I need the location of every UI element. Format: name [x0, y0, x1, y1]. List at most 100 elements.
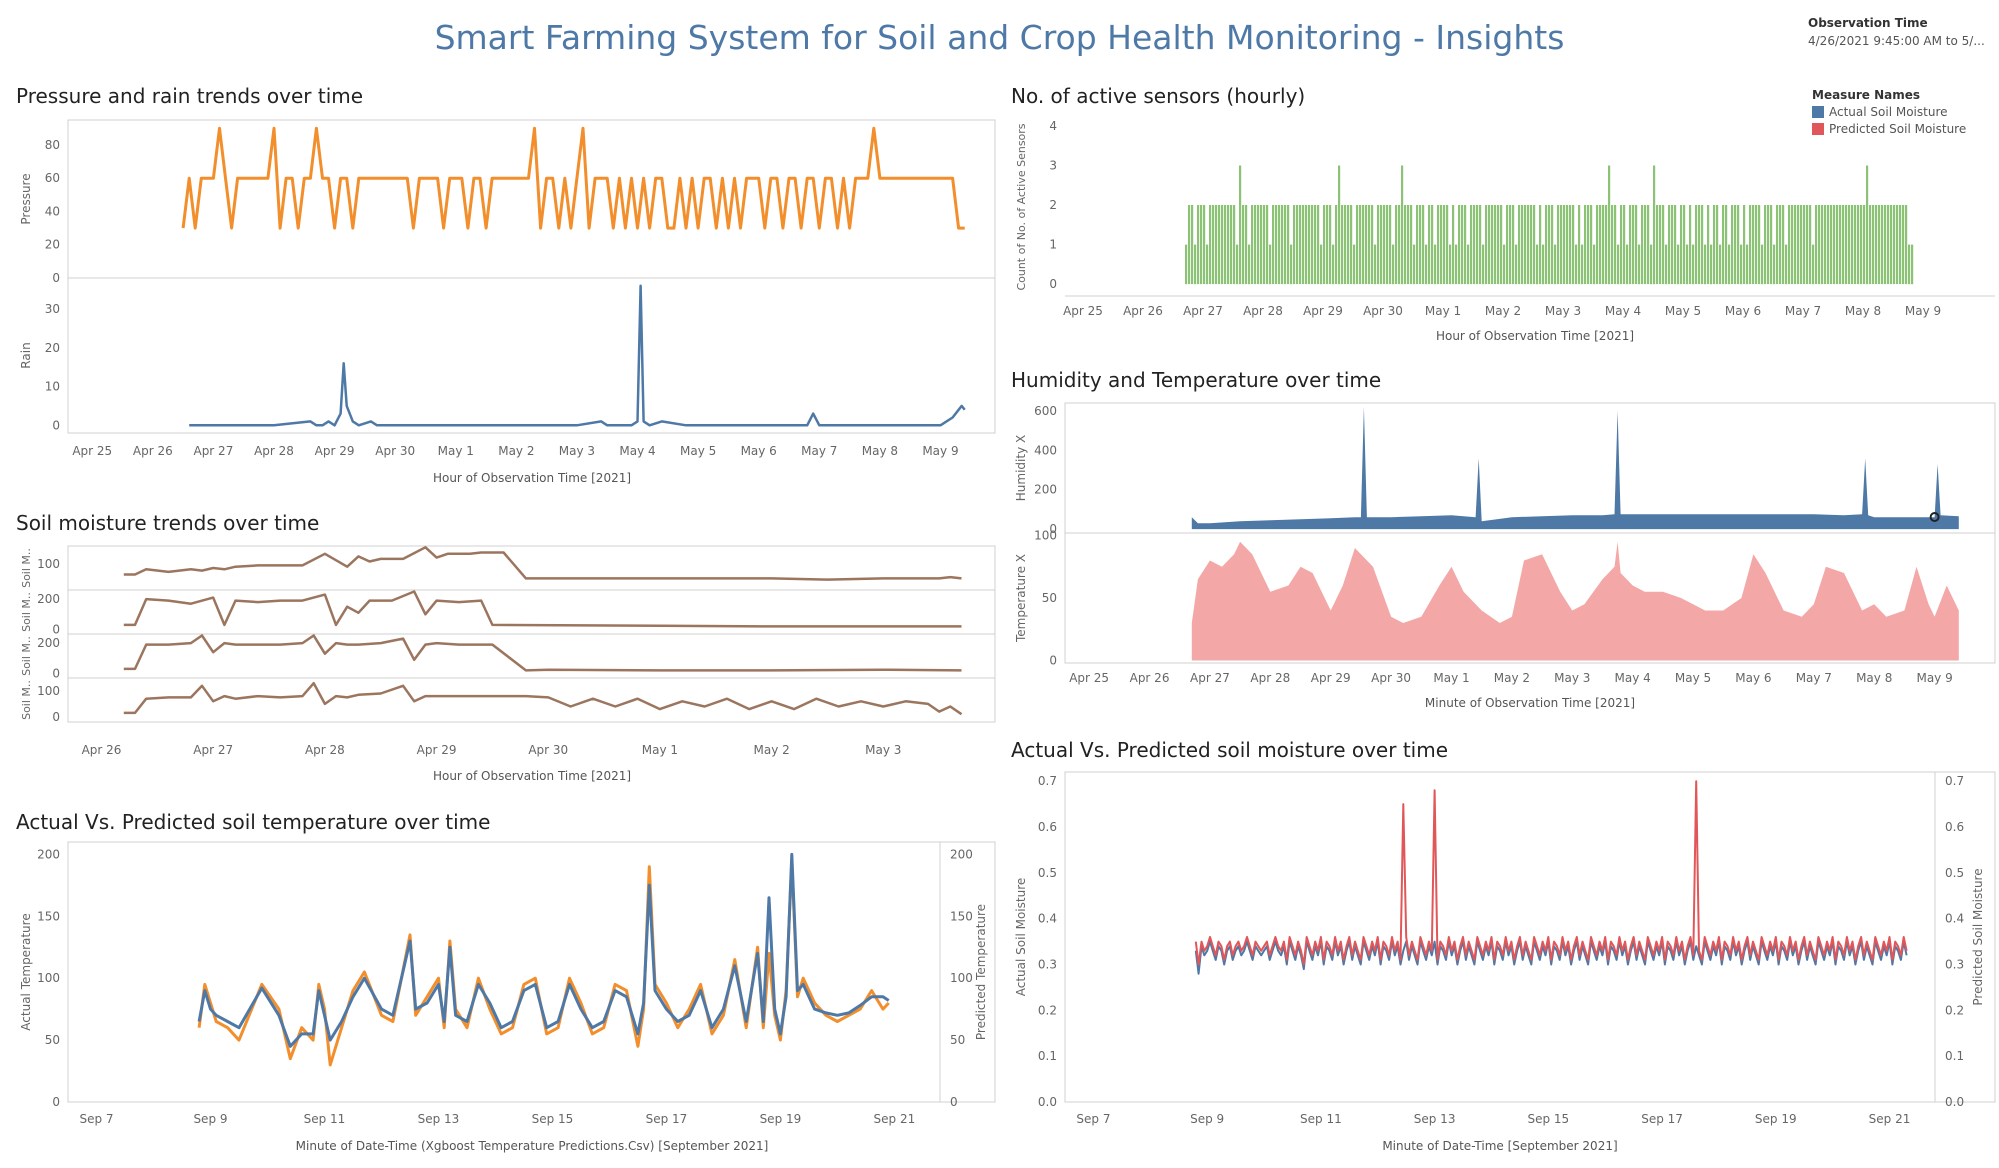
temperature-ytick-2: 100 [1034, 529, 1057, 543]
soil-moisture-pred-ytick-2: 0.2 [1038, 1003, 1057, 1017]
active-sensors-xtick-11: May 6 [1725, 304, 1761, 318]
pressure-rain-xtick-1: Apr 26 [133, 444, 173, 458]
active-sensors-bar-113 [1524, 205, 1527, 285]
active-sensors-bar-230 [1875, 205, 1878, 285]
active-sensors-bar-36 [1293, 205, 1296, 285]
active-sensors-bar-105 [1500, 205, 1503, 285]
soil-temperature-xtick-1: Sep 9 [193, 1112, 227, 1126]
soil-temperature-xtick-3: Sep 13 [418, 1112, 460, 1126]
legend-item-predicted[interactable]: Predicted Soil Moisture [1812, 122, 1966, 136]
active-sensors-bar-33 [1284, 205, 1287, 285]
pressure-ytick-0: 0 [52, 271, 60, 285]
active-sensors-bar-87 [1446, 205, 1449, 285]
active-sensors-bar-50 [1335, 205, 1338, 285]
active-sensors-bar-171 [1698, 205, 1701, 285]
soil-moisture-pred-right-ytick-7: 0.7 [1945, 774, 1964, 788]
active-sensors-bar-162 [1671, 205, 1674, 285]
pressure-rain-xtick-4: Apr 29 [315, 444, 355, 458]
observation-time-filter[interactable]: Observation Time 4/26/2021 9:45:00 AM to… [1808, 16, 1996, 48]
pressure-rain-xtick-13: May 8 [862, 444, 898, 458]
active-sensors-bar-211 [1818, 205, 1821, 285]
active-sensors-bar-29 [1272, 205, 1275, 285]
humidity-temperature-xtick-13: May 8 [1856, 671, 1892, 685]
active-sensors-bar-222 [1851, 205, 1854, 285]
active-sensors-xtick-6: May 1 [1425, 304, 1461, 318]
active-sensors-bar-137 [1596, 205, 1599, 285]
active-sensors-bar-158 [1659, 205, 1662, 285]
soil-moisture-pred-right-ytick-4: 0.4 [1945, 912, 1964, 926]
active-sensors-bar-163 [1674, 205, 1677, 285]
temperature-ytick-1: 50 [1042, 591, 1057, 605]
active-sensors-bar-235 [1890, 205, 1893, 285]
soil-temperature-xtick-4: Sep 15 [532, 1112, 574, 1126]
active-sensors-bar-27 [1266, 205, 1269, 285]
active-sensors-xtick-1: Apr 26 [1123, 304, 1163, 318]
active-sensors-bar-200 [1785, 244, 1788, 285]
soil-temperature-right-ytick-0: 0 [950, 1095, 958, 1109]
active-sensors-bar-141 [1608, 165, 1611, 285]
legend-item-actual[interactable]: Actual Soil Moisture [1812, 105, 1966, 119]
measure-legend: Measure Names Actual Soil Moisture Predi… [1812, 88, 1966, 139]
humidity-temperature-title: Humidity and Temperature over time [1011, 368, 1382, 392]
active-sensors-bar-78 [1419, 205, 1422, 285]
soil-temperature-ytick-3: 150 [37, 909, 60, 923]
soil-moisture-axis-label-3: Soil M.. [20, 680, 33, 720]
pressure-rain-xtick-7: May 2 [498, 444, 534, 458]
active-sensors-ytick-3: 3 [1049, 158, 1057, 172]
active-sensors-bar-109 [1512, 205, 1515, 285]
legend-swatch-actual [1812, 106, 1824, 118]
active-sensors-bar-174 [1707, 205, 1710, 285]
active-sensors-bar-96 [1473, 205, 1476, 285]
active-sensors-bar-108 [1509, 205, 1512, 285]
humidity-temperature-xtick-6: May 1 [1433, 671, 1469, 685]
active-sensors-bar-49 [1332, 244, 1335, 285]
active-sensors-bar-83 [1434, 244, 1437, 285]
humidity-ytick-2: 400 [1034, 443, 1057, 457]
active-sensors-bar-32 [1281, 205, 1284, 285]
soil-moisture-pred-right-ytick-2: 0.2 [1945, 1003, 1964, 1017]
active-sensors-bar-135 [1590, 205, 1593, 285]
active-sensors-bar-3 [1194, 244, 1197, 285]
active-sensors-bar-65 [1380, 205, 1383, 285]
soil-temperature-xtick-2: Sep 11 [304, 1112, 346, 1126]
pressure-rain-xtick-6: May 1 [438, 444, 474, 458]
temperature-area [1191, 541, 1959, 661]
active-sensors-xtick-8: May 3 [1545, 304, 1581, 318]
soil-moisture-pred-title: Actual Vs. Predicted soil moisture over … [1011, 738, 1449, 762]
active-sensors-bar-35 [1290, 244, 1293, 285]
humidity-temperature-xtick-4: Apr 29 [1311, 671, 1351, 685]
active-sensors-bar-80 [1425, 244, 1428, 285]
active-sensors-bar-101 [1488, 205, 1491, 285]
active-sensors-bar-7 [1206, 244, 1209, 285]
active-sensors-x-axis-label: Hour of Observation Time [2021] [1436, 329, 1634, 343]
active-sensors-bar-182 [1731, 205, 1734, 285]
active-sensors-bar-75 [1410, 205, 1413, 285]
active-sensors-bar-84 [1437, 205, 1440, 285]
temperature-axis-label: Temperature X [1014, 554, 1028, 643]
active-sensors-bar-188 [1749, 205, 1752, 285]
active-sensors-bar-149 [1632, 205, 1635, 285]
soil-moisture-pred-right-ytick-3: 0.3 [1945, 958, 1964, 972]
soil-moisture-1-ytick-1: 200 [37, 592, 60, 606]
soil-moisture-pred-right-axis-label: Predicted Soil Moisture [1971, 868, 1985, 1005]
soil-moisture-pred-xtick-5: Sep 17 [1641, 1112, 1683, 1126]
active-sensors-bar-21 [1248, 244, 1251, 285]
soil-moisture-pred-series-line-1 [1194, 780, 1908, 966]
active-sensors-bar-114 [1527, 205, 1530, 285]
active-sensors-bar-22 [1251, 205, 1254, 285]
active-sensors-bar-111 [1518, 205, 1521, 285]
active-sensors-bar-23 [1254, 205, 1257, 285]
soil-moisture-3-ytick-1: 100 [37, 684, 60, 698]
active-sensors-bar-239 [1902, 205, 1905, 285]
active-sensors-bar-164 [1677, 244, 1680, 285]
active-sensors-xtick-4: Apr 29 [1303, 304, 1343, 318]
filter-value[interactable]: 4/26/2021 9:45:00 AM to 5/... [1808, 34, 1985, 48]
active-sensors-bar-125 [1560, 205, 1563, 285]
filter-label: Observation Time [1808, 16, 1928, 30]
pressure-ytick-4: 80 [45, 138, 60, 152]
active-sensors-bar-204 [1797, 205, 1800, 285]
soil-moisture-xtick-2: Apr 28 [305, 743, 345, 757]
active-sensors-bar-97 [1476, 205, 1479, 285]
active-sensors-bar-14 [1227, 205, 1230, 285]
